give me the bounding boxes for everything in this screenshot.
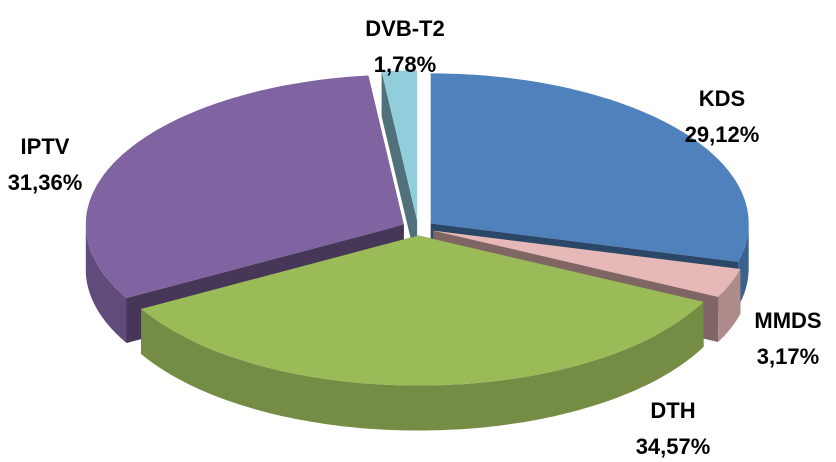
slice [141,235,704,386]
value-label: 34,57% [636,434,711,459]
slice-wall [85,224,127,343]
value-label: 31,36% [8,170,83,195]
slice [430,73,749,262]
slice-label: DVB-T2 [365,16,444,41]
slice-label: MMDS [754,308,821,333]
slice [85,75,404,298]
slice-label: DTH [650,398,695,423]
slice-side [381,71,418,266]
slice-label: KDS [699,86,745,111]
slice-wall [718,269,741,342]
value-label: 1,78% [374,52,436,77]
slice [381,70,418,221]
slice-wall [738,223,749,307]
slice-label: IPTV [21,134,70,159]
value-label: 29,12% [685,122,760,147]
slice-wall [141,301,704,431]
slice [433,230,741,297]
value-label: 3,17% [757,344,819,369]
